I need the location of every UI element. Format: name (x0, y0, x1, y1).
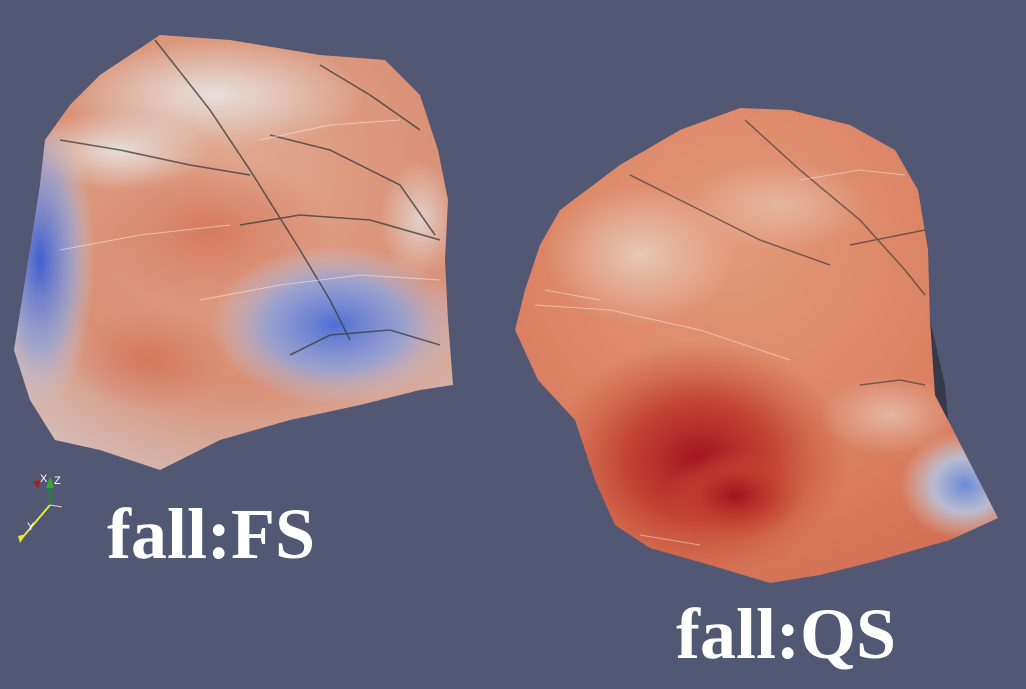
orientation-axes: X Z Y (18, 473, 63, 543)
axis-label-x: X (40, 473, 48, 485)
axis-label-z: Z (54, 475, 61, 487)
surface-label-fs: fall:FS (107, 494, 315, 574)
surface-fs[interactable] (0, 0, 480, 480)
axis-label-y: Y (27, 521, 35, 533)
surface-label-qs: fall:QS (676, 594, 897, 674)
surface-qs[interactable] (500, 90, 1026, 600)
